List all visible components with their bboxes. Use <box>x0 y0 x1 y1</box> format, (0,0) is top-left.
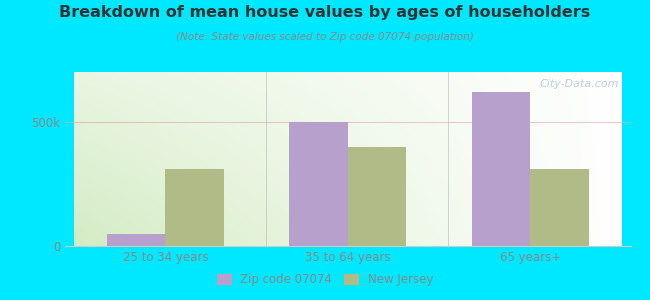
Bar <box>348 147 406 246</box>
Text: Breakdown of mean house values by ages of householders: Breakdown of mean house values by ages o… <box>59 4 591 20</box>
Bar <box>289 122 348 246</box>
Text: City-Data.com: City-Data.com <box>540 79 619 89</box>
Text: (Note: State values scaled to Zip code 07074 population): (Note: State values scaled to Zip code 0… <box>176 32 474 41</box>
Bar <box>165 169 224 246</box>
Bar <box>530 169 588 246</box>
Bar <box>107 234 165 246</box>
Legend: Zip code 07074, New Jersey: Zip code 07074, New Jersey <box>212 269 438 291</box>
Bar <box>472 92 530 246</box>
